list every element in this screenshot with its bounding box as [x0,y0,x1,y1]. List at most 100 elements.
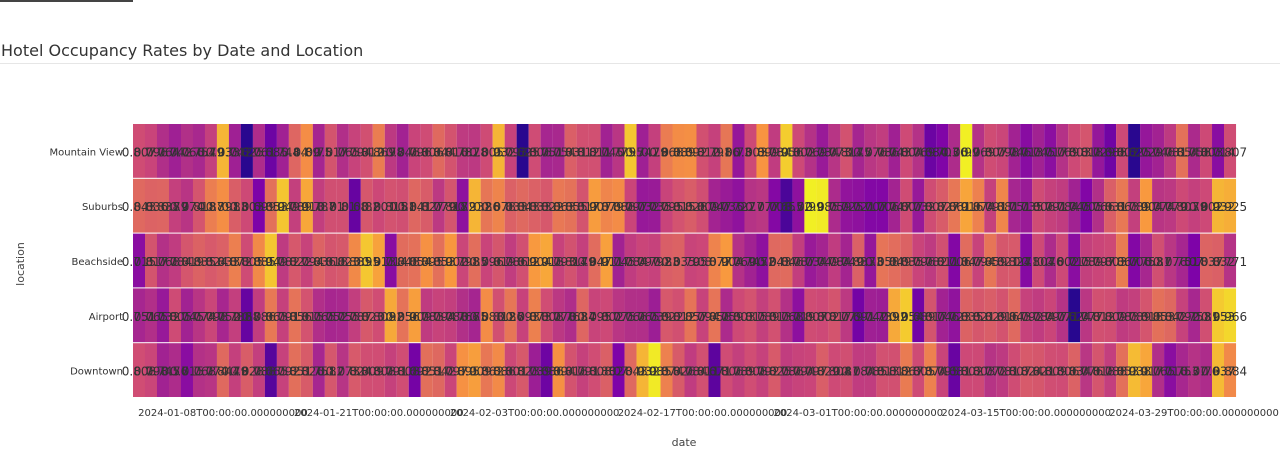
heatmap-cell [144,288,158,343]
heatmap-cell [888,288,901,343]
heatmap-cell [1128,233,1141,288]
heatmap-cell [408,233,421,288]
heatmap-cell [804,343,817,397]
cell-value-label: 0.794 [338,145,372,159]
heatmap-cell [528,124,541,178]
heatmap-cell [564,124,577,178]
cell-value-label: 0.802 [1045,255,1079,269]
heatmap-cell [708,233,721,288]
heatmap-cell [792,233,805,288]
cell-value-label: 0.807 [913,200,947,214]
heatmap-cell [216,233,229,288]
title-divider [0,63,1280,64]
heatmap-cell [912,343,925,397]
cell-value-label: 0.786 [769,365,803,379]
heatmap-cell [1212,178,1225,233]
cell-value-label: 0.909 [458,365,492,379]
cell-value-label: 0.79 [641,145,668,159]
cell-value-label: 0.843 [505,200,539,214]
heatmap-cell [456,178,469,233]
cell-value-label: 0.706 [937,255,971,269]
heatmap-cell [1044,343,1057,397]
heatmap-cell [1176,343,1189,397]
heatmap-cell [1224,124,1237,178]
heatmap-cell [960,288,973,343]
heatmap-cell [660,288,673,343]
cell-value-label: 0.86 [473,200,500,214]
heatmap-cell [1044,178,1057,233]
cell-value-label: 0.665 [254,365,288,379]
heatmap-cell [864,343,877,397]
cell-value-label: 0.803 [1165,200,1199,214]
cell-value-label: 0.71 [1013,255,1040,269]
heatmap-cell [408,178,421,233]
heatmap-cell [576,288,589,343]
cell-value-label: 0.788 [218,310,252,324]
cell-value-label: 0.954 [889,310,923,324]
heatmap-cell [492,233,505,288]
cell-value-label: 0.829 [805,365,839,379]
cell-value-label: 0.76 [941,145,968,159]
heatmap-cell [1080,178,1093,233]
heatmap-cell [708,178,721,233]
heatmap-cell [840,124,853,178]
heatmap-cell [660,178,673,233]
heatmap-cell [1176,124,1189,178]
cell-value-label: 0.847 [577,255,611,269]
heatmap-cell [888,124,901,178]
cell-value-label: 0.742 [625,145,659,159]
cell-value-label: 0.833 [841,255,875,269]
heatmap-cell [756,178,769,233]
cell-value-label: 0.809 [1093,310,1127,324]
cell-value-label: 0.885 [242,255,276,269]
heatmap-cell [360,233,373,288]
cell-value-label: 0.818 [1081,365,1115,379]
cell-value-label: 0.751 [122,310,156,324]
heatmap-cell [168,288,182,343]
cell-value-label: 0.763 [553,310,587,324]
cell-value-label: 0.769 [961,145,995,159]
heatmap-cell [1152,288,1165,343]
cell-value-label: 0.818 [434,200,468,214]
cell-value-label: 0.794 [685,310,719,324]
heatmap-cell [864,233,877,288]
heatmap-cell [228,288,241,343]
cell-value-label: 0.812 [661,310,695,324]
cell-value-label: 0.813 [865,365,899,379]
heatmap-cell [528,178,541,233]
heatmap-cell [1020,233,1033,288]
cell-value-label: 0.807 [1213,145,1247,159]
heatmap-cell [744,178,757,233]
heatmap-cell [876,288,889,343]
heatmap-cell [276,233,289,288]
heatmap-cell [732,178,745,233]
cell-value-label: 0.933 [206,145,240,159]
cell-value-label: 0.832 [1201,255,1235,269]
cell-value-label: 0.818 [1069,145,1103,159]
heatmap-cell [744,288,757,343]
heatmap-cell [1020,178,1033,233]
heatmap-cell [1008,233,1021,288]
heatmap-cell [360,124,373,178]
heatmap-cell [324,288,337,343]
heatmap-cell [1188,233,1201,288]
cell-value-label: 0.848 [386,255,420,269]
heatmap-cell [780,233,793,288]
cell-value-label: 0.911 [589,255,623,269]
cell-value-label: 0.853 [1105,365,1139,379]
cell-value-label: 0.802 [589,310,623,324]
cell-value-label: 0.809 [1033,365,1067,379]
cell-value-label: 0.774 [182,310,216,324]
heatmap-cell [1068,178,1081,233]
cell-value-label: 0.895 [410,255,444,269]
cell-value-label: 0.802 [1189,200,1223,214]
cell-value-label: 0.745 [146,365,180,379]
heatmap-cell [648,178,661,233]
cell-value-label: 0.824 [194,255,228,269]
cell-value-label: 0.771 [1045,310,1079,324]
heatmap-cell [960,124,973,178]
cell-value-label: 0.788 [242,365,276,379]
cell-value-label: 0.749 [805,255,839,269]
cell-value-label: 0.753 [1129,255,1163,269]
cell-value-label: 0.847 [949,255,983,269]
